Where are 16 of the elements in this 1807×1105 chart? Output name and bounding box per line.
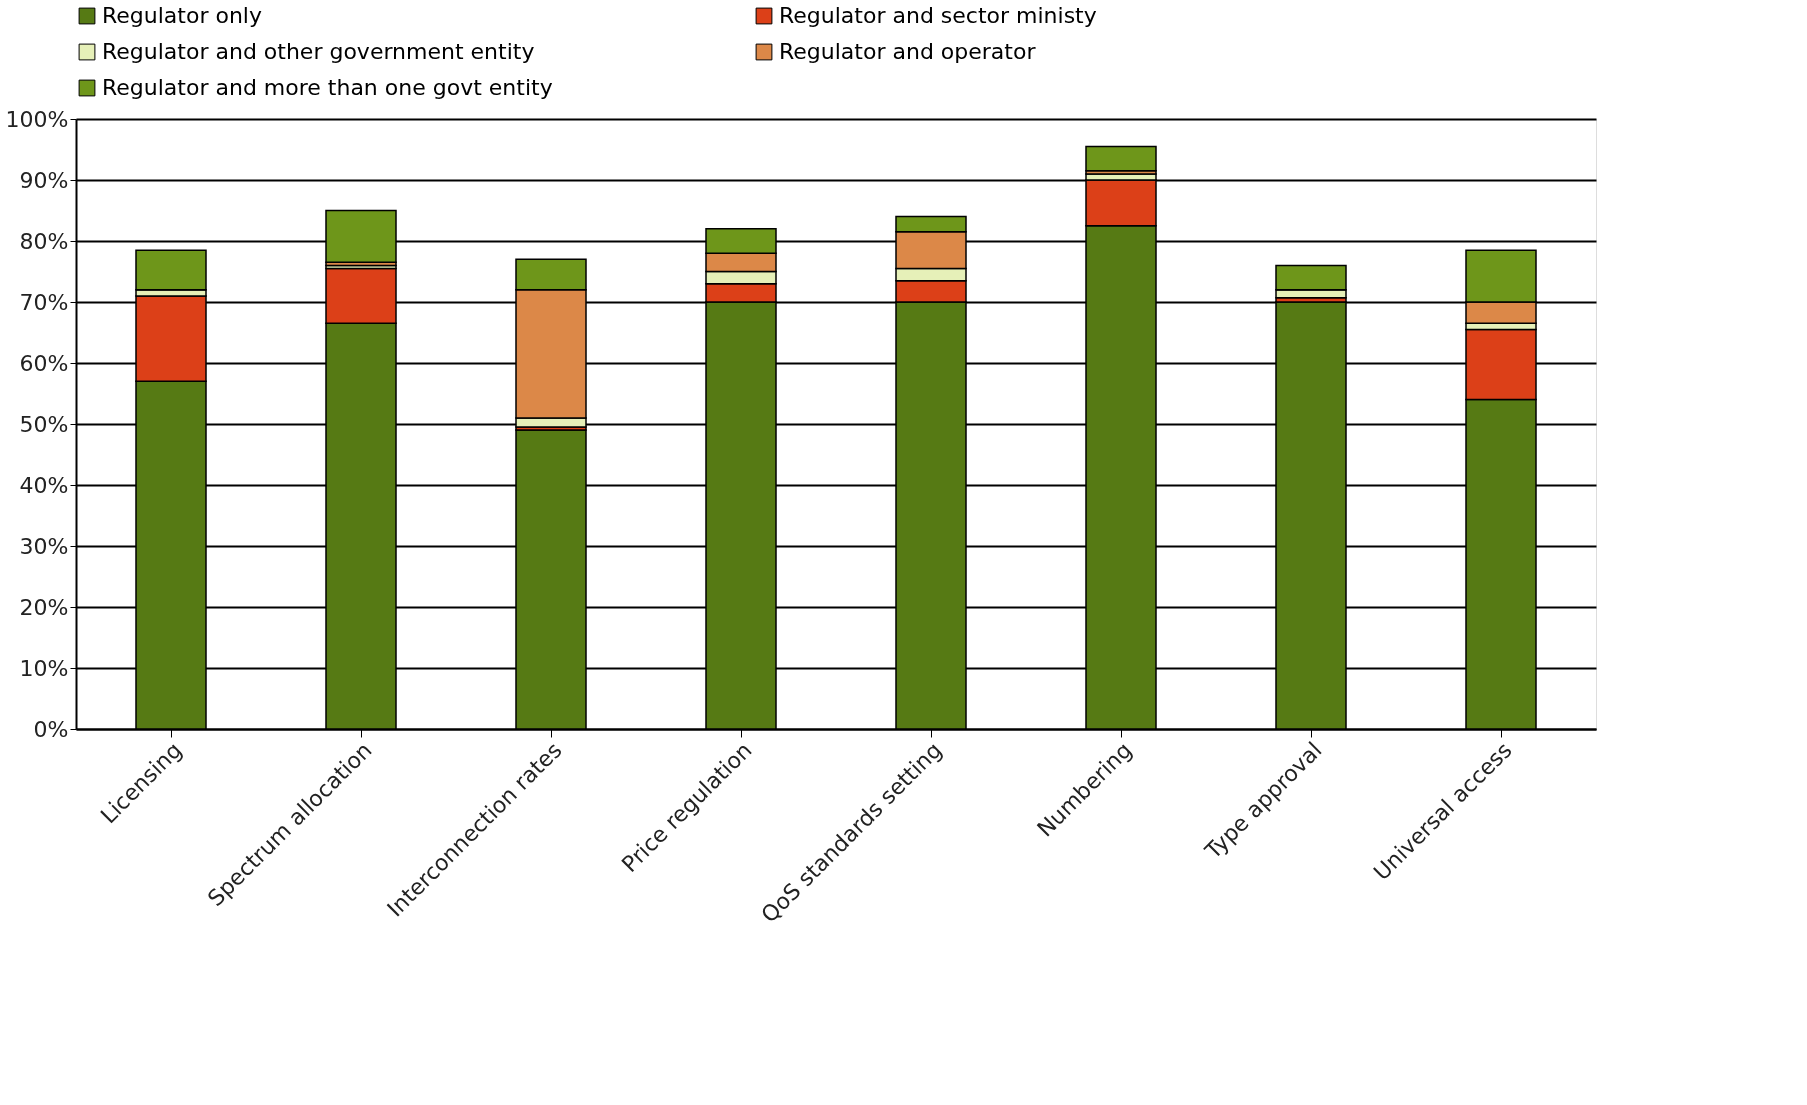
y-tick-label: 40% <box>19 472 69 498</box>
y-tick-label: 20% <box>19 594 69 620</box>
legend-label: Regulator only <box>102 3 262 28</box>
y-tick-label: 60% <box>19 350 69 376</box>
y-tick-label: 30% <box>19 533 69 559</box>
legend-label: Regulator and sector ministy <box>779 3 1097 28</box>
y-tick-label: 50% <box>19 411 69 437</box>
legend-label: Regulator and more than one govt entity <box>102 75 553 100</box>
y-tick-label: 70% <box>19 289 69 315</box>
y-tick-label: 80% <box>19 228 69 254</box>
legend-label: Regulator and other government entity <box>102 39 535 64</box>
y-tick-label: 0% <box>33 716 69 742</box>
legend-label: Regulator and operator <box>779 39 1037 64</box>
y-tick-label: 10% <box>19 655 69 681</box>
y-tick-label: 100% <box>5 106 69 132</box>
y-tick-label: 90% <box>19 167 69 193</box>
